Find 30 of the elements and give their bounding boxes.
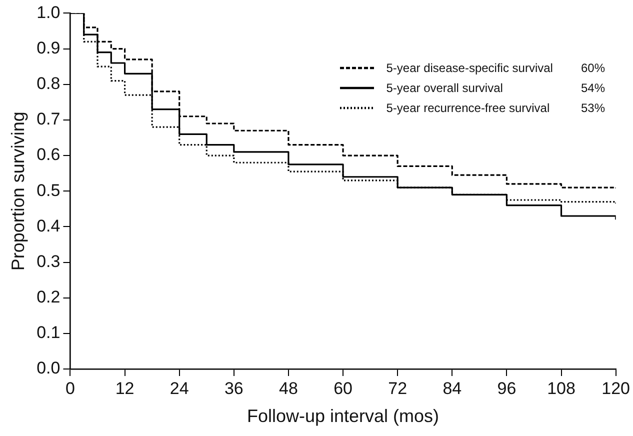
- x-tick-label: 96: [497, 378, 516, 398]
- y-tick-label: 0.7: [36, 110, 60, 129]
- y-axis-title: Proportion surviving: [8, 112, 28, 271]
- x-tick-label: 120: [602, 378, 630, 398]
- x-tick-label: 12: [115, 378, 134, 398]
- x-tick-label: 72: [388, 378, 408, 398]
- annotation: 60%: [580, 60, 606, 77]
- x-tick-label: 84: [442, 378, 462, 398]
- y-tick-label: 0.4: [36, 216, 60, 236]
- x-tick-label: 24: [170, 378, 189, 398]
- y-tick-label: 0.6: [36, 145, 60, 164]
- legend-label: 5-year overall survival: [385, 80, 504, 97]
- legend-label: 5-year recurrence-free survival: [385, 100, 551, 117]
- legend-label: 5-year disease-specific survival: [385, 60, 554, 77]
- y-tick-label: 1.0: [36, 2, 60, 22]
- x-tick-label: 36: [224, 378, 244, 398]
- y-tick-label: 0.0: [36, 358, 60, 378]
- y-tick-label: 0.3: [36, 252, 60, 271]
- annotation: 54%: [580, 80, 606, 97]
- x-tick-label: 48: [279, 378, 298, 398]
- y-tick-label: 0.9: [36, 38, 60, 58]
- annotation: 53%: [580, 100, 606, 117]
- x-tick-label: 0: [66, 378, 75, 398]
- x-axis-title: Follow-up interval (mos): [246, 406, 440, 426]
- y-tick-label: 0.5: [36, 180, 60, 200]
- y-tick-label: 0.1: [36, 323, 60, 342]
- y-tick-label: 0.8: [36, 74, 60, 94]
- x-tick-label: 60: [334, 378, 352, 398]
- x-tick-label: 108: [547, 378, 576, 398]
- y-tick-label: 0.2: [36, 288, 60, 307]
